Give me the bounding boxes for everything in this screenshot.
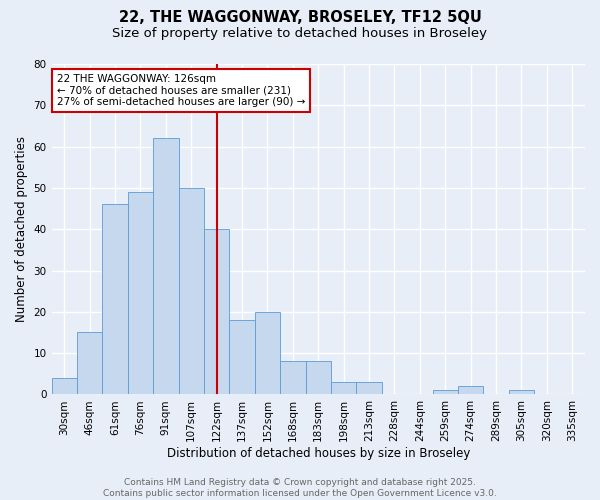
Bar	[305, 362, 331, 394]
Bar	[179, 188, 204, 394]
Bar	[458, 386, 484, 394]
Bar	[204, 229, 229, 394]
Bar	[77, 332, 103, 394]
Bar	[509, 390, 534, 394]
Text: 22 THE WAGGONWAY: 126sqm
← 70% of detached houses are smaller (231)
27% of semi-: 22 THE WAGGONWAY: 126sqm ← 70% of detach…	[57, 74, 305, 107]
Y-axis label: Number of detached properties: Number of detached properties	[15, 136, 28, 322]
Bar	[255, 312, 280, 394]
Text: Size of property relative to detached houses in Broseley: Size of property relative to detached ho…	[113, 28, 487, 40]
X-axis label: Distribution of detached houses by size in Broseley: Distribution of detached houses by size …	[167, 447, 470, 460]
Text: Contains HM Land Registry data © Crown copyright and database right 2025.
Contai: Contains HM Land Registry data © Crown c…	[103, 478, 497, 498]
Bar	[356, 382, 382, 394]
Bar	[433, 390, 458, 394]
Bar	[103, 204, 128, 394]
Bar	[331, 382, 356, 394]
Bar	[52, 378, 77, 394]
Bar	[229, 320, 255, 394]
Bar	[128, 192, 153, 394]
Bar	[153, 138, 179, 394]
Text: 22, THE WAGGONWAY, BROSELEY, TF12 5QU: 22, THE WAGGONWAY, BROSELEY, TF12 5QU	[119, 10, 481, 25]
Bar	[280, 362, 305, 394]
